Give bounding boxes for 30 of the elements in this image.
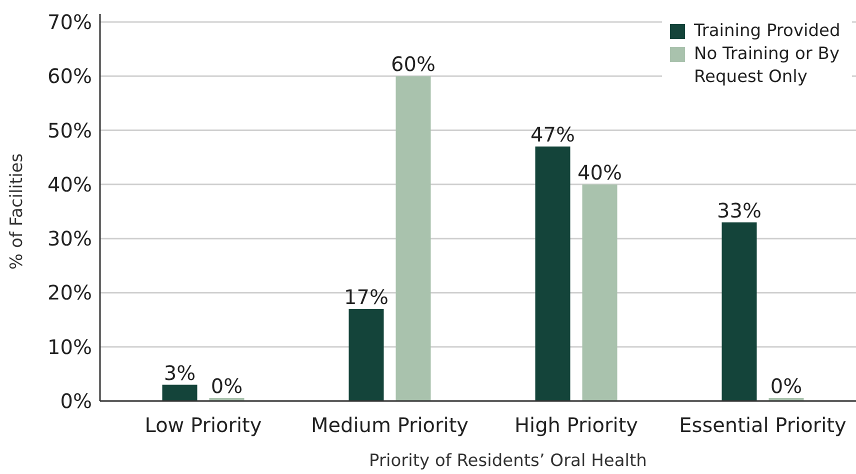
y-tick-label: 10% (48, 334, 92, 359)
bar (582, 184, 618, 401)
x-tick-label: Medium Priority (310, 413, 469, 437)
x-tick-label: Low Priority (144, 413, 262, 437)
x-tick-label: Essential Priority (679, 413, 847, 437)
data-label: 47% (530, 122, 575, 147)
bar (396, 76, 431, 401)
y-tick-label: 60% (48, 64, 92, 88)
x-axis-title: Priority of Residents’ Oral Health (369, 451, 647, 471)
y-tick-label: 0% (60, 389, 92, 413)
y-tick-label: 70% (48, 10, 92, 34)
bar (348, 308, 384, 401)
y-tick-label: 30% (48, 226, 92, 251)
data-label: 3% (164, 360, 196, 385)
data-label: 40% (578, 160, 622, 184)
legend-label: No Training or By Request Only (694, 44, 840, 87)
bar (162, 384, 198, 401)
y-tick-label: 50% (48, 118, 92, 142)
data-label: 17% (344, 284, 388, 309)
legend-label: Training Provided (693, 20, 840, 41)
y-tick-label: 20% (48, 280, 92, 305)
y-axis-title: % of Facilities (7, 153, 27, 270)
bar (722, 222, 757, 401)
x-tick-label: High Priority (514, 413, 638, 437)
data-label: 0% (770, 374, 802, 398)
data-label: 0% (210, 374, 243, 398)
bar (535, 146, 570, 401)
y-tick-label: 40% (48, 172, 92, 196)
data-label: 60% (391, 52, 436, 76)
data-label: 33% (717, 198, 762, 222)
